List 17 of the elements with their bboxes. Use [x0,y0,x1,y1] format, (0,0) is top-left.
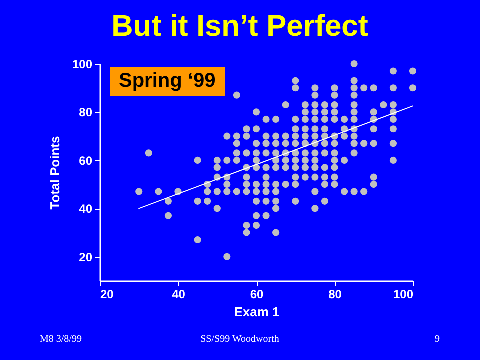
y-tick-label: 100 [72,58,93,72]
x-tick-label: 80 [328,288,342,302]
y-tick-label: 60 [79,154,93,168]
y-tick-label: 20 [79,250,93,264]
x-tick-label: 20 [100,288,114,302]
text: M8 3/8/99 [40,334,82,345]
chart-title: But it Isn’t Perfect [110,10,370,44]
x-tick-label: 100 [393,288,414,302]
x-tick-label: 60 [250,288,264,302]
y-tick-label: 40 [79,202,93,216]
text: SS/S99 Woodworth [200,334,280,345]
text: 9 [435,334,440,345]
x-axis-title: Exam 1 [234,304,280,320]
y-tick-label: 80 [79,106,93,120]
y-axis-title: Total Points [47,136,62,210]
x-tick-label: 40 [172,288,186,302]
annotation: Spring ‘99 [110,67,225,96]
